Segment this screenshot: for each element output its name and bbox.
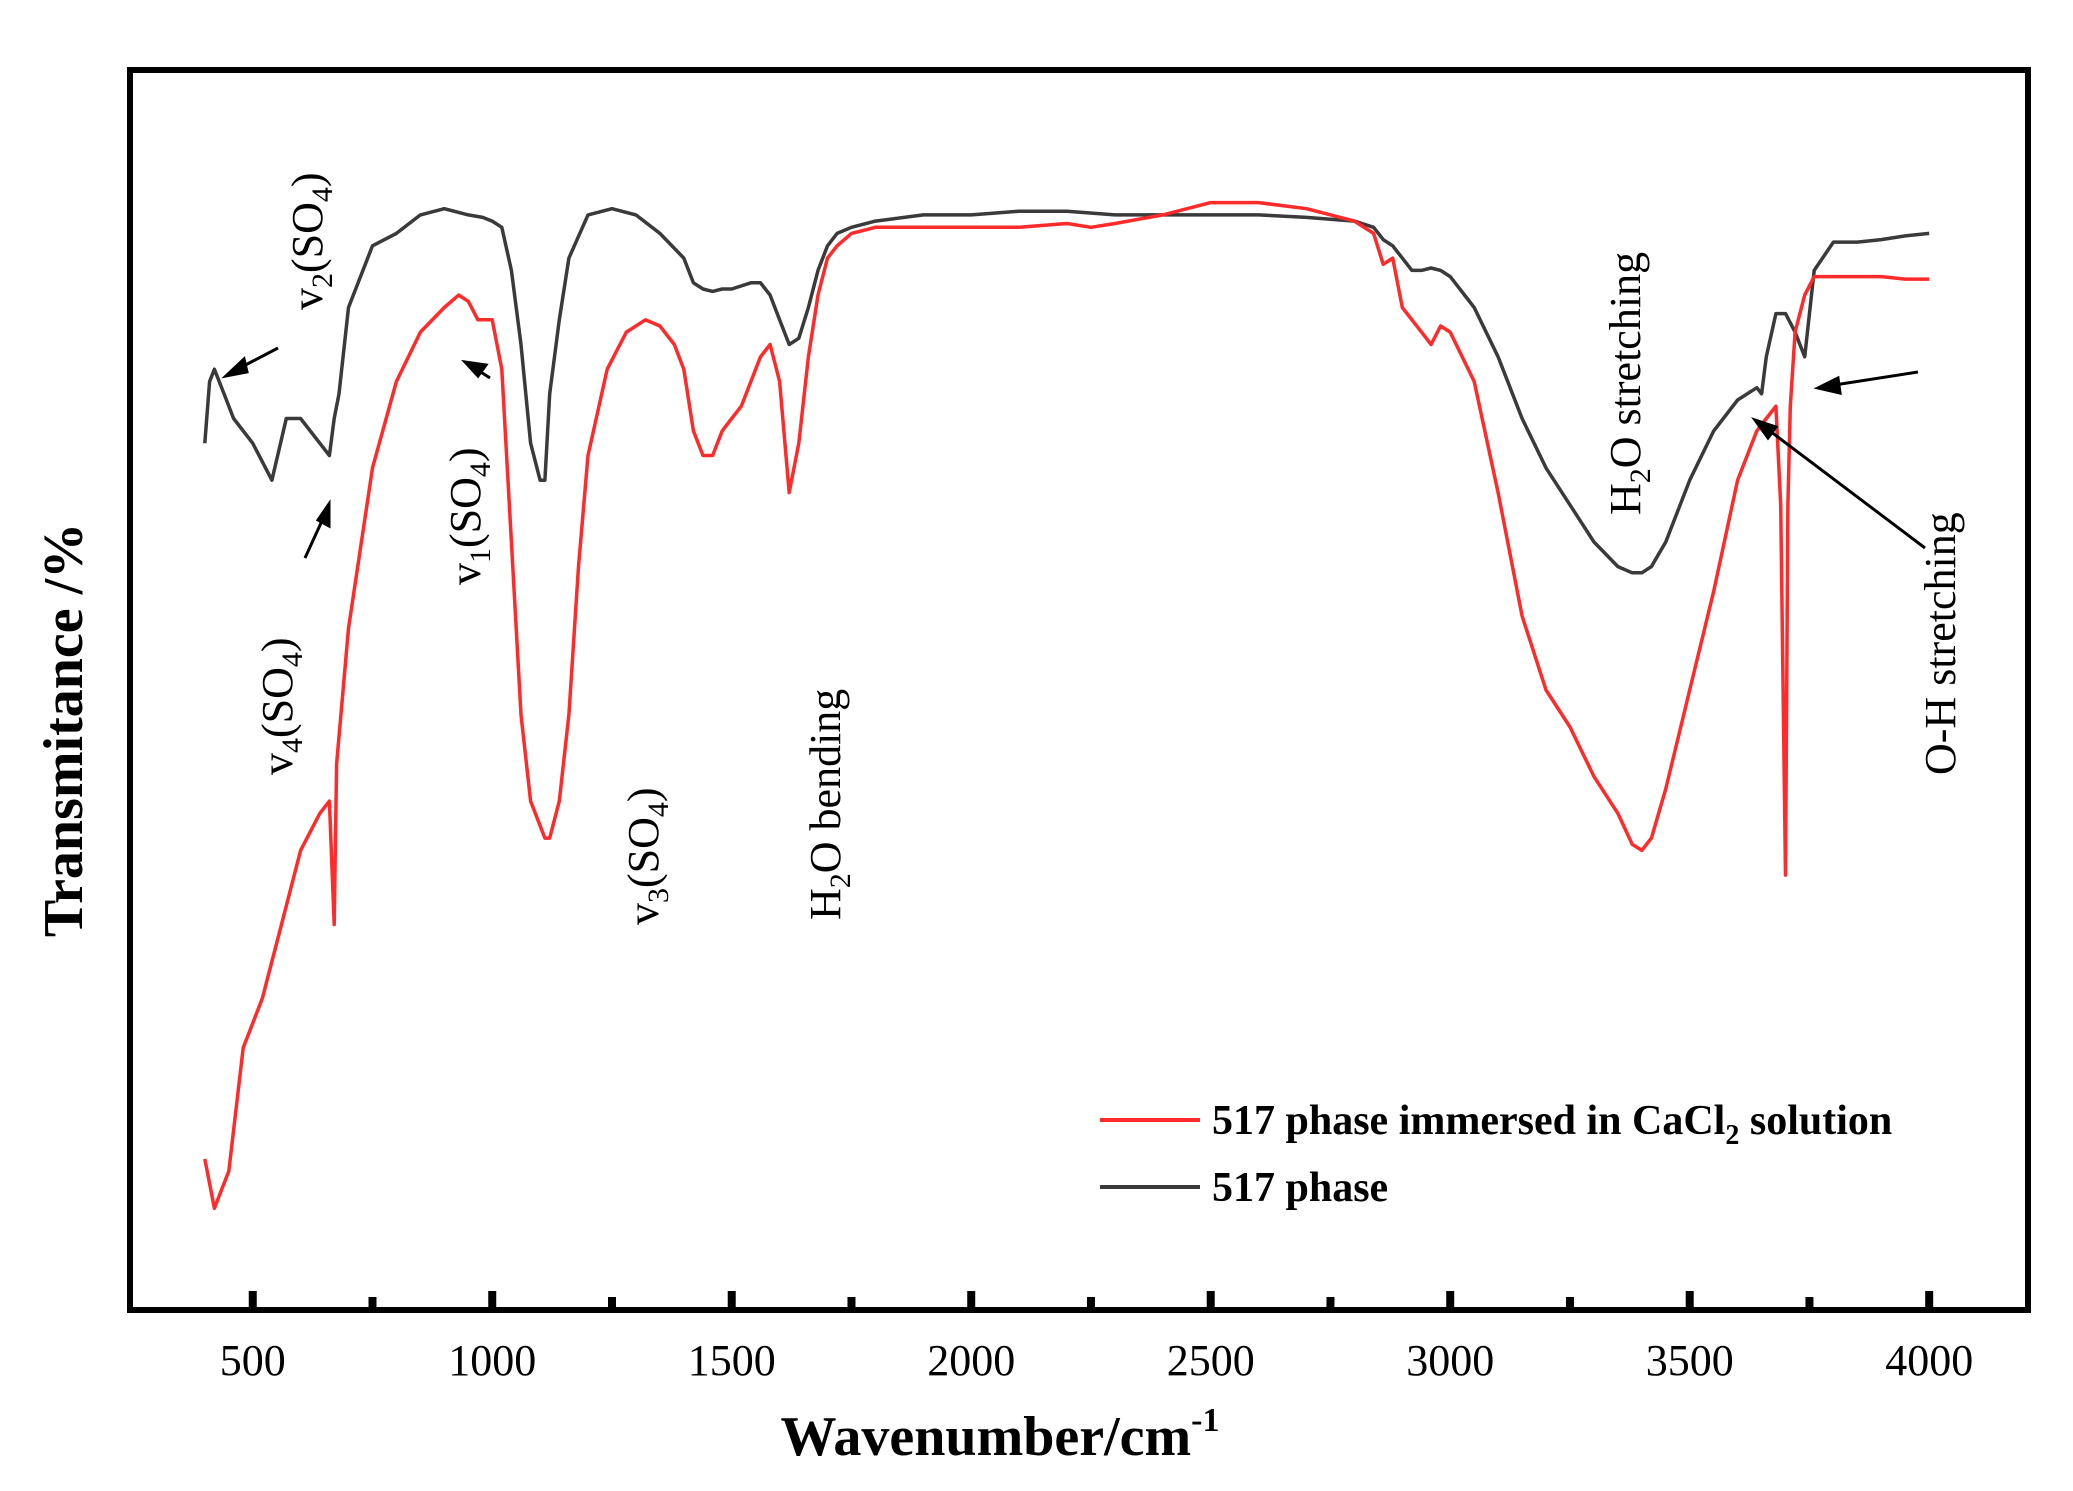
annotation-v4-so4: v4(SO4) [253, 637, 309, 775]
annotation-oh-stretching: O-H stretching [1916, 512, 1965, 775]
arrow-oh-lower-head [1751, 417, 1779, 441]
legend: 517 phase immersed in CaCl2 solution 517… [1100, 1098, 1892, 1211]
x-tick-label: 500 [220, 1336, 286, 1385]
x-axis-title: Wavenumber/cm-1 [781, 1402, 1220, 1468]
y-axis-title: Transmitance /% [33, 523, 95, 937]
annotation-v3-so4: v3(SO4) [619, 787, 675, 925]
x-tick-label: 2500 [1167, 1336, 1255, 1385]
x-axis-ticks: 500 1000 1500 2000 2500 3000 3500 4000 [220, 1291, 1973, 1385]
annotation-h2o-stretching: H2O stretching [1601, 252, 1657, 515]
annotation-arrows [221, 346, 1926, 559]
arrow-v4-head [315, 499, 331, 529]
annotations: v2(SO4) v4(SO4) v1(SO4) v3(SO4) H2O bend… [253, 172, 1965, 925]
series-line-immersed [203, 200, 1930, 1211]
legend-label-517: 517 phase [1212, 1165, 1388, 1211]
plot-frame [127, 67, 2031, 1313]
arrow-oh-lower [1761, 423, 1926, 550]
x-tick-label: 3500 [1646, 1336, 1734, 1385]
x-tick-label: 1000 [448, 1336, 536, 1385]
series-group [203, 200, 1930, 1211]
legend-label-immersed: 517 phase immersed in CaCl2 solution [1212, 1098, 1892, 1151]
x-axis-title-sup: -1 [1191, 1402, 1219, 1439]
series-line-517-phase [203, 206, 1930, 575]
x-tick-label: 2000 [927, 1336, 1015, 1385]
annotation-v2-so4: v2(SO4) [283, 172, 339, 310]
annotation-h2o-bending: H2O bending [801, 689, 857, 920]
x-axis-title-main: Wavenumber/cm [781, 1406, 1192, 1468]
x-tick-label: 4000 [1885, 1336, 1973, 1385]
arrow-oh-upper [1827, 370, 1919, 388]
arrow-v1-head [461, 359, 489, 379]
arrow-oh-upper-head [1813, 375, 1842, 395]
x-tick-label: 1500 [688, 1336, 776, 1385]
arrow-v2-head [221, 356, 249, 379]
x-tick-label: 3000 [1406, 1336, 1494, 1385]
annotation-v1-so4: v1(SO4) [441, 447, 497, 585]
